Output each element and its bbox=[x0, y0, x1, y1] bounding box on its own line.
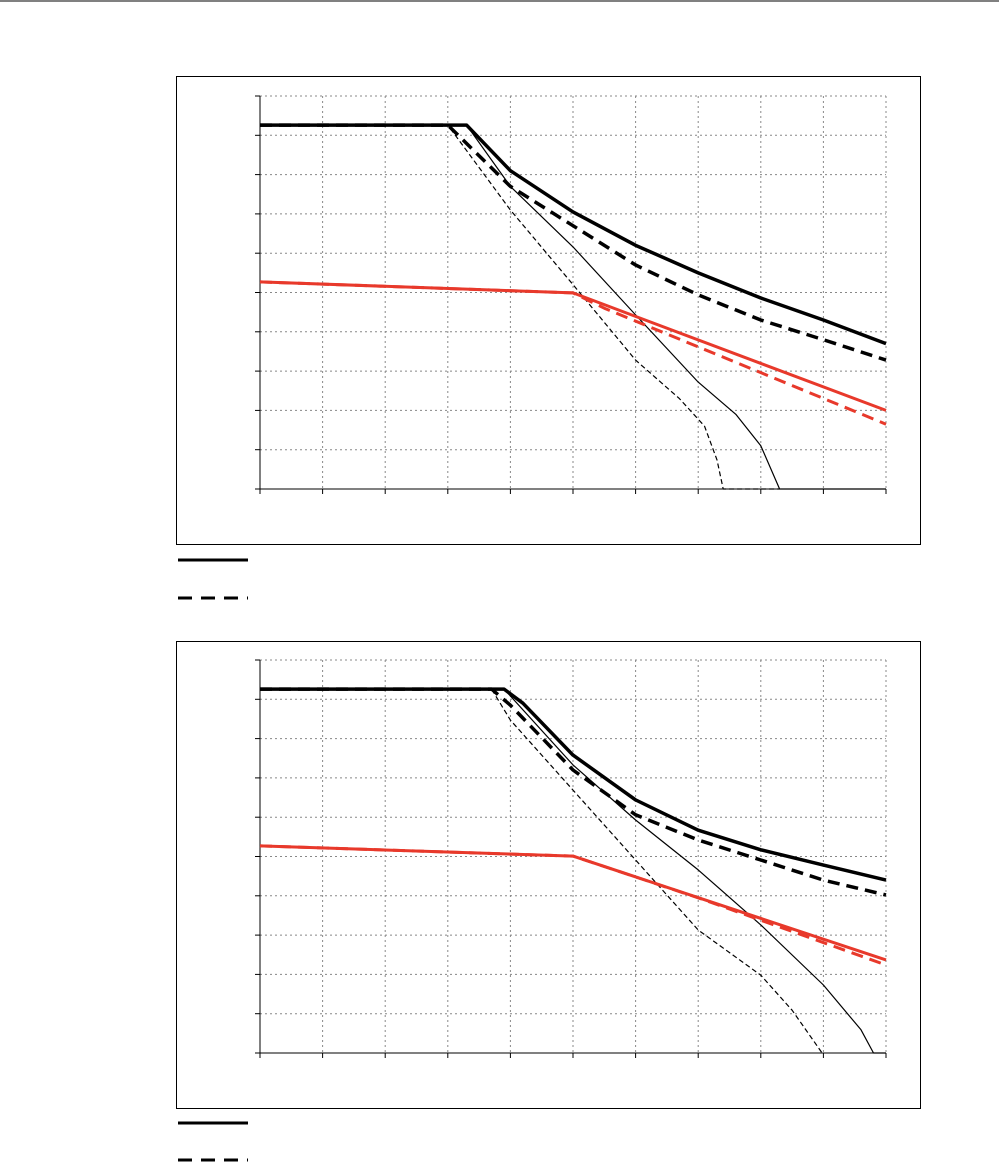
series-line bbox=[260, 687, 887, 882]
series-line bbox=[260, 123, 887, 362]
chart-frame bbox=[176, 76, 921, 545]
series-line bbox=[260, 123, 887, 346]
series-line bbox=[259, 844, 887, 967]
series-line bbox=[260, 124, 780, 490]
series-line bbox=[259, 280, 887, 426]
series-line bbox=[260, 124, 886, 490]
chart-frame bbox=[176, 641, 921, 1109]
series-line bbox=[260, 687, 887, 897]
series-line bbox=[259, 844, 887, 962]
series-line bbox=[260, 688, 823, 1054]
series-line bbox=[260, 688, 886, 1054]
